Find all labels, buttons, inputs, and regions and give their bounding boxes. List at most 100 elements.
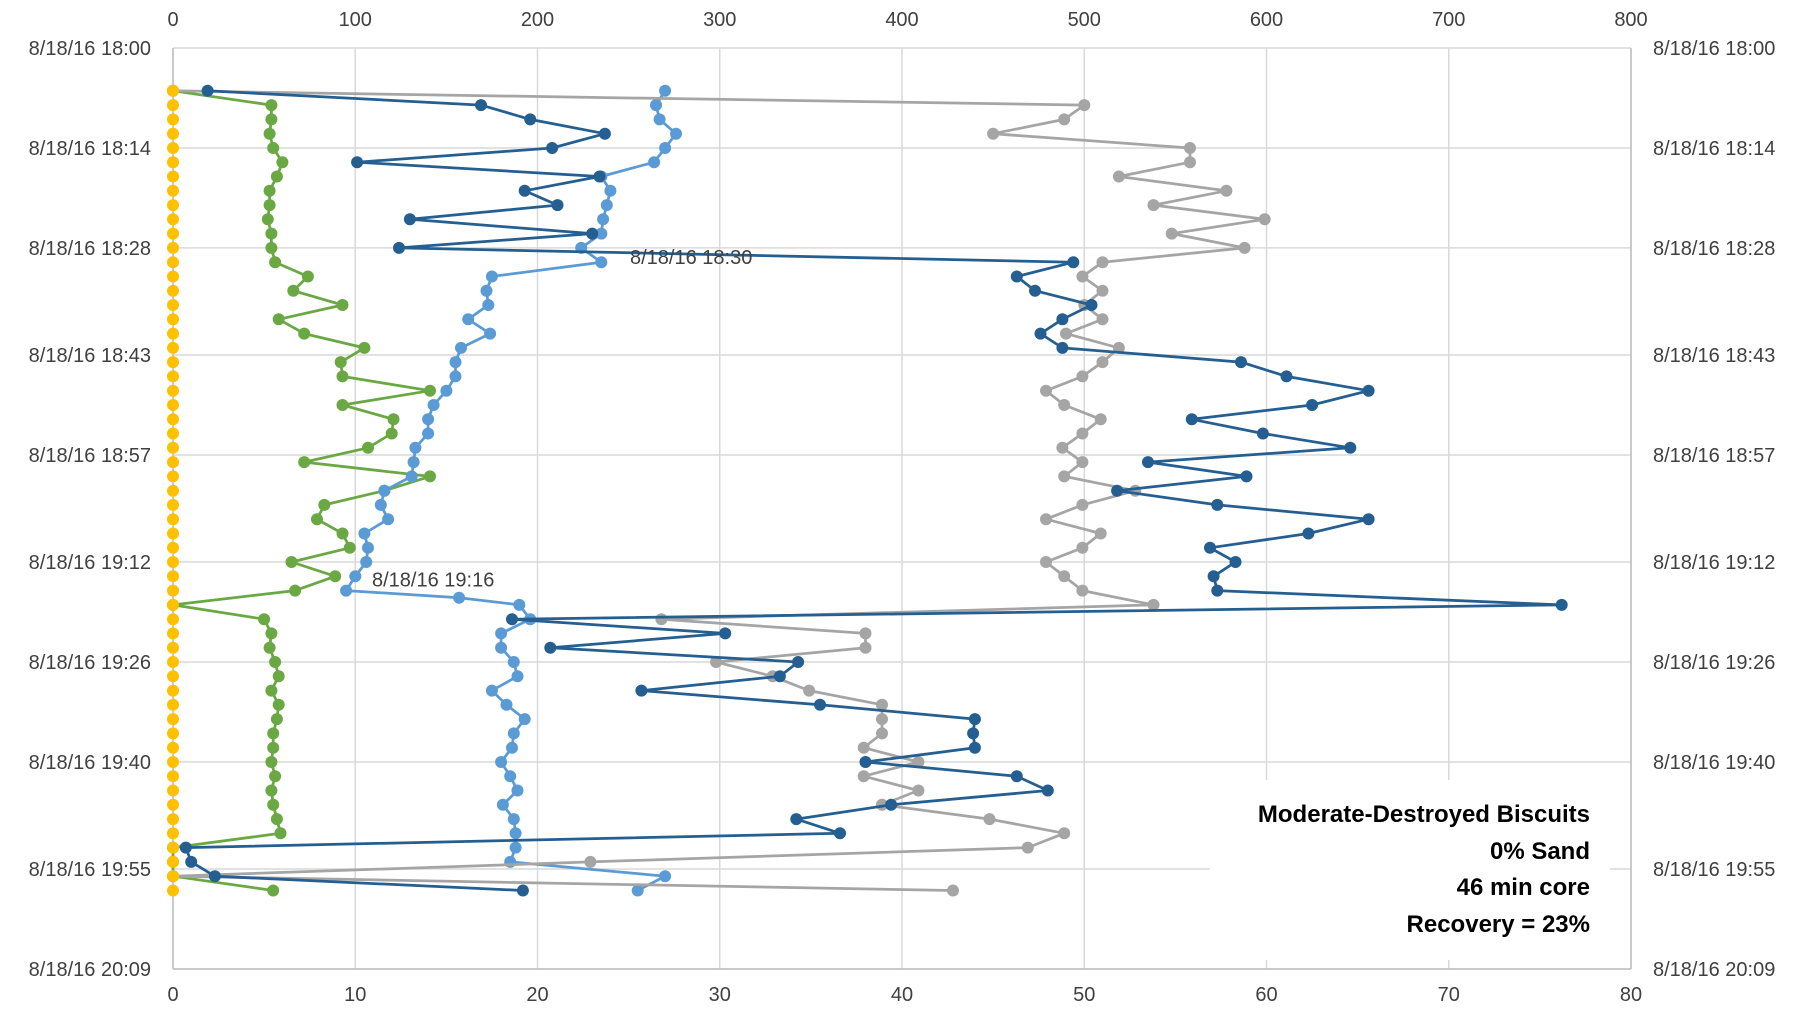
series-3-point: [1076, 370, 1089, 383]
series-2-point: [407, 456, 420, 469]
series-1-point: [265, 113, 278, 126]
series-2-point: [495, 756, 508, 768]
note-line-3: 46 min core: [1457, 874, 1590, 901]
series-5-point: [167, 113, 179, 126]
series-1-point: [265, 684, 278, 697]
series-5-point: [167, 884, 179, 897]
series-5-point: [167, 184, 179, 197]
series-4-point: [551, 199, 564, 212]
series-1-line: [171, 89, 432, 892]
right-axis-tick-label: 8/18/16 19:26: [1653, 652, 1775, 674]
series-4-line: [184, 89, 1564, 892]
series-3-point: [1147, 598, 1160, 611]
top-axis-tick-label: 400: [885, 9, 918, 31]
series-3-point: [1094, 527, 1107, 540]
series-5-point: [167, 556, 179, 568]
series-2-point: [509, 827, 522, 840]
series-3-point: [947, 884, 959, 897]
series-5-point: [167, 156, 179, 169]
top-axis-tick-label: 300: [703, 9, 736, 31]
left-axis-tick-label: 8/18/16 19:55: [29, 859, 151, 881]
series-2-point: [449, 356, 462, 369]
series-5-point: [167, 641, 179, 654]
series-4-point: [544, 641, 557, 654]
series-4-point: [834, 827, 846, 840]
series-1-point: [298, 456, 311, 469]
right-axis-tick-label: 8/18/16 18:00: [1653, 38, 1775, 60]
series-5-point: [167, 256, 179, 269]
series-3-point: [1040, 556, 1052, 568]
annotations: 8/18/16 18:30 8/18/16 19:16: [372, 247, 752, 591]
series-4-point: [814, 698, 826, 711]
right-axis-tick-label: 8/18/16 18:57: [1653, 445, 1775, 467]
series-3-point: [912, 756, 925, 768]
series-1-point: [318, 498, 331, 511]
series-4-point: [1280, 370, 1293, 383]
series-3-point: [1040, 513, 1052, 526]
series-1-point: [265, 627, 278, 640]
series-4-point: [593, 170, 606, 183]
series-5-point: [167, 713, 179, 726]
series-1-point: [276, 156, 289, 169]
series-3-point: [1147, 199, 1160, 212]
series-3-point: [987, 127, 1000, 140]
series-3-point: [1076, 584, 1089, 597]
series-5-point: [167, 656, 179, 668]
series-1-point: [261, 213, 274, 226]
series-3-point: [1165, 227, 1178, 240]
bottom-axis-tick-label: 20: [526, 984, 548, 1006]
series-3-point: [1058, 113, 1071, 126]
series-3-point: [876, 713, 888, 726]
series-2-point: [482, 299, 495, 311]
series-3-point: [584, 855, 597, 868]
series-5-point: [167, 199, 179, 212]
series-layer: [167, 84, 1568, 897]
note-line-2: 0% Sand: [1490, 838, 1590, 865]
series-2-point: [405, 470, 418, 483]
series-2-point: [507, 727, 520, 740]
series-1-point: [265, 784, 278, 797]
series-5-point: [167, 813, 179, 826]
series-2-point: [500, 698, 513, 711]
note-background: [1210, 780, 1610, 960]
series-2-point: [427, 399, 440, 411]
series-5-point: [167, 299, 179, 311]
series-1-point: [289, 584, 302, 597]
series-1-point: [285, 556, 298, 568]
series-4-point: [1555, 598, 1568, 611]
series-2-point: [506, 741, 518, 754]
series-2-point: [604, 184, 617, 197]
series-5-point: [167, 784, 179, 797]
series-2-point: [653, 113, 666, 126]
series-1-point: [258, 613, 271, 626]
series-3-point: [1076, 498, 1089, 511]
series-1-point: [336, 299, 349, 311]
series-5-point: [167, 270, 179, 283]
bottom-axis-tick-label: 70: [1438, 984, 1460, 1006]
series-1-point: [358, 341, 371, 354]
series-5-point: [167, 827, 179, 840]
right-axis-tick-label: 8/18/16 18:14: [1653, 138, 1775, 160]
series-5-point: [167, 670, 179, 683]
series-1-point: [267, 884, 280, 897]
series-3-point: [1021, 841, 1034, 854]
series-2-point: [374, 498, 387, 511]
series-2-point: [340, 584, 353, 597]
series-2: [340, 84, 682, 897]
series-3-point: [1076, 541, 1089, 554]
series-3-point: [1112, 170, 1125, 183]
series-4: [179, 84, 1568, 897]
series-1-point: [387, 413, 400, 426]
series-2-point: [513, 598, 526, 611]
series-5-point: [167, 470, 179, 483]
series-1-point: [385, 427, 398, 440]
series-4-point: [1185, 413, 1198, 426]
series-5-point: [167, 698, 179, 711]
series-1-point: [265, 227, 278, 240]
series-1-point: [269, 770, 282, 783]
series-5-point: [167, 313, 179, 326]
series-2-point: [349, 570, 362, 583]
series-4-point: [1010, 770, 1023, 783]
right-axis-tick-label: 8/18/16 19:55: [1653, 859, 1775, 881]
bottom-axis-tick-label: 40: [891, 984, 913, 1006]
